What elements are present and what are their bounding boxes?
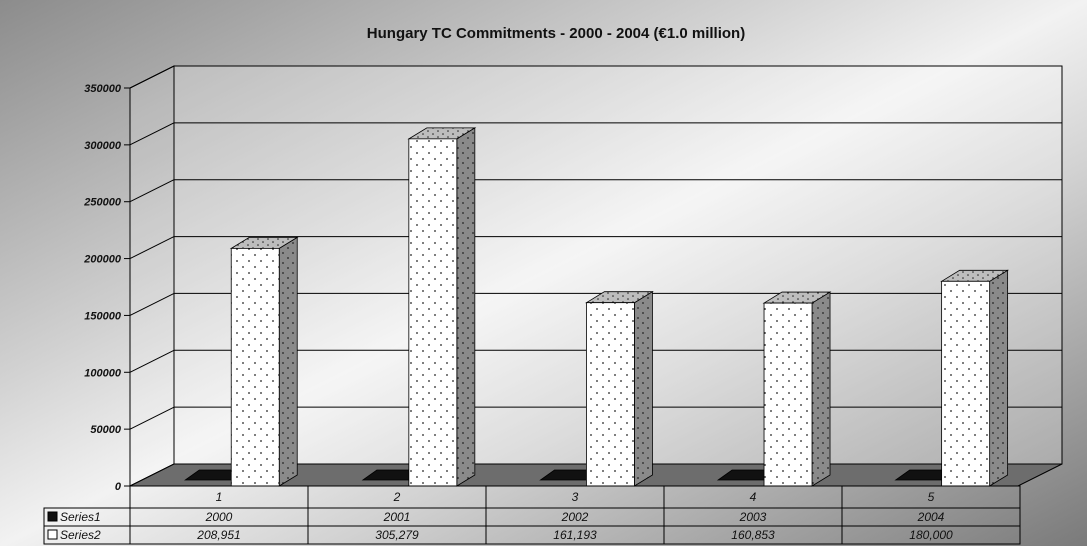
gridline-side [129,65,175,89]
bar-series2-3-side [634,290,653,487]
y-tick-label: 350000 [84,83,122,95]
data-label: 2000 [205,510,233,524]
x-tick-label: 3 [572,490,579,504]
bar-series2-1-side [278,236,298,487]
bar-series2-1-front [230,247,280,487]
bar-series2-5-front [941,280,991,487]
data-label: 2002 [561,510,589,524]
x-tick-label: 5 [928,490,935,504]
bar-series2-2-front [408,138,458,487]
y-tick-label: 150000 [84,310,122,322]
gridline-side [129,122,175,146]
x-tick-label: 2 [393,490,401,504]
bar-series2-3-front [586,302,635,487]
side-wall [129,65,175,487]
chart-title: Hungary TC Commitments - 2000 - 2004 (€1… [367,25,745,42]
x-tick-label: 4 [750,490,757,504]
y-tick-label: 250000 [83,197,122,209]
data-label: 305,279 [375,528,419,542]
y-tick-label: 50000 [90,424,121,436]
gridline-side [129,292,175,316]
y-tick-label: 0 [115,481,122,493]
data-label: 2003 [739,510,767,524]
data-label: 161,193 [553,528,597,542]
data-label: 208,951 [196,528,240,542]
bars [184,127,1010,487]
gridline-side [129,406,175,430]
data-table: 1 2 3 4 5 Series1 2000 2001 2002 2003 2004 Series2 2… [43,485,1021,545]
legend-key [47,511,58,522]
gridline-side [129,349,175,373]
gridline-side [129,179,175,203]
legend-label: Series2 [60,528,101,542]
bar-series2-4 [762,291,832,487]
y-tick-label: 100000 [84,367,122,379]
bar-series2-1 [229,236,299,487]
bar-series2-5-side [989,269,1009,487]
y-tick-label: 300000 [84,140,122,152]
bar-series2-2-side [456,127,476,487]
bar-series2-4-front [763,302,813,487]
data-label: 160,853 [731,528,775,542]
data-label: 2004 [917,510,945,524]
x-tick-label: 1 [216,490,223,504]
legend-key [47,529,58,540]
y-tick-label: 200000 [83,254,122,266]
legend-label: Series1 [60,510,101,524]
data-label: 2001 [383,510,411,524]
bar-series2-5 [940,269,1010,487]
bar-series2-2 [407,127,477,487]
bar-series2-4-side [811,291,831,487]
data-label: 180,000 [909,528,953,542]
bar-series2-3 [585,290,654,487]
gridline-side [129,236,175,260]
y-axis-ticks: 0 50000 100000 150000 200000 250000 300000 3500… [83,83,130,493]
